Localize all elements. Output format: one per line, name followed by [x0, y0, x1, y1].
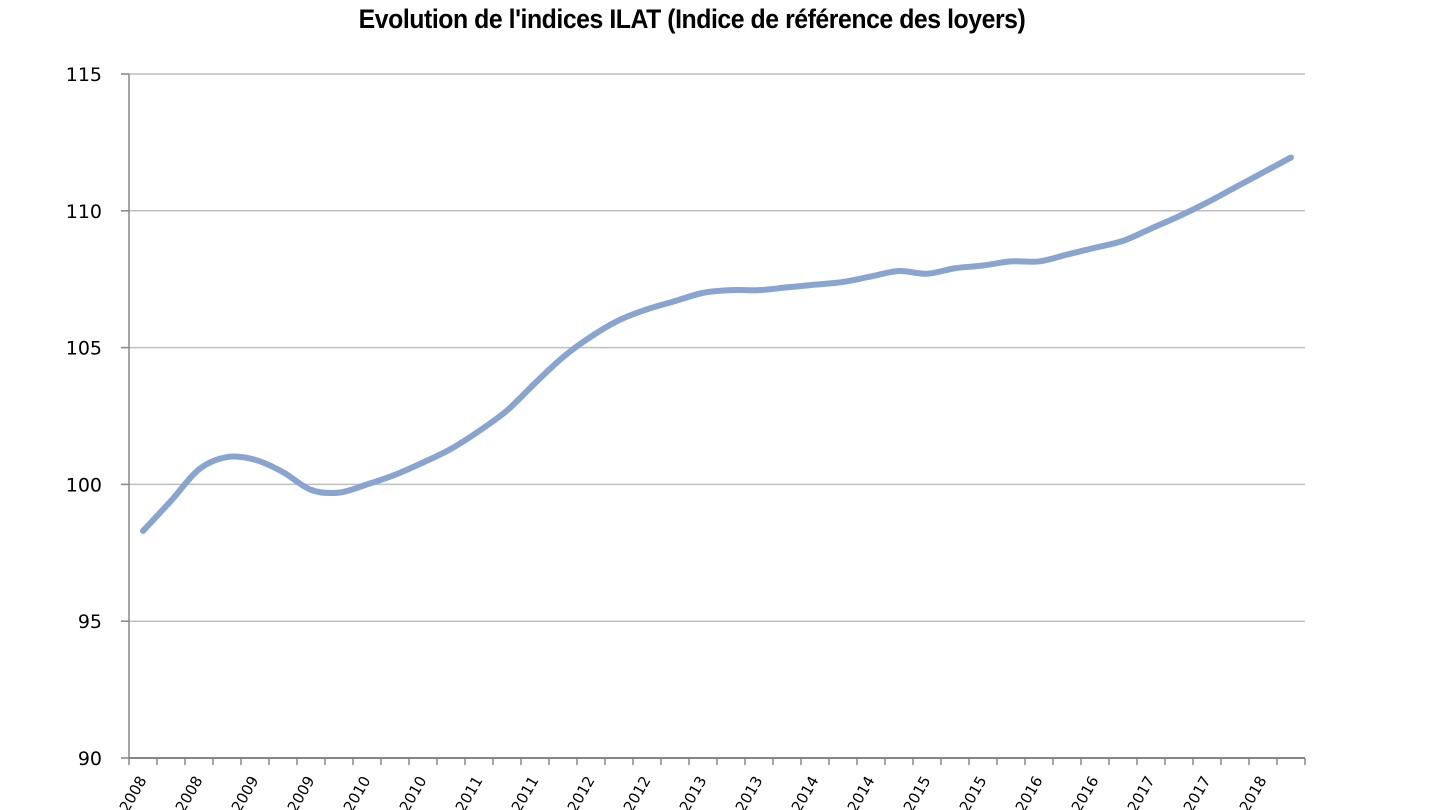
x-tick-label: 2009: [284, 773, 319, 810]
x-tick-label: 2018: [1236, 773, 1271, 810]
x-tick-label: 2016: [1012, 773, 1047, 810]
y-tick-label: 110: [66, 201, 102, 223]
x-tick-label: 2016: [1068, 773, 1103, 810]
x-tick-label: 2009: [228, 773, 263, 810]
x-tick-label: 2013: [732, 773, 767, 810]
x-tick-label: 2014: [788, 773, 823, 810]
x-tick-label: 2015: [900, 773, 935, 810]
x-tick-label: 2014: [844, 773, 879, 810]
series-line: [140, 154, 1294, 534]
x-tick-label: 2012: [564, 773, 599, 810]
y-axis: 90 95 100 105 110 115: [66, 64, 130, 770]
gridlines: [129, 73, 1305, 622]
y-tick-label: 105: [66, 338, 102, 360]
x-tick-label: 2017: [1124, 773, 1159, 810]
chart-title: Evolution de l'indices ILAT (Indice de r…: [358, 4, 1026, 34]
x-tick-label: 2010: [340, 773, 375, 810]
x-tick-label: 2017: [1180, 773, 1215, 810]
y-tick-label: 90: [78, 748, 102, 770]
x-tick-label: 2010: [396, 773, 431, 810]
x-axis: 2008 2008 2009 2009 2010 2010 2011 2011 2012 2012…: [116, 757, 1306, 810]
x-tick-label: 2011: [452, 773, 487, 810]
x-tick-label: 2013: [676, 773, 711, 810]
y-tick-label: 100: [66, 474, 102, 496]
x-tick-label: 2015: [956, 773, 991, 810]
series-ilat: [140, 154, 1294, 534]
y-tick-label: 115: [66, 64, 102, 86]
x-tick-label: 2008: [172, 773, 207, 810]
x-tick-label: 2012: [620, 773, 655, 810]
x-tick-label: 2011: [508, 773, 543, 810]
x-tick-label: 2008: [116, 773, 151, 810]
y-tick-label: 95: [78, 611, 102, 633]
